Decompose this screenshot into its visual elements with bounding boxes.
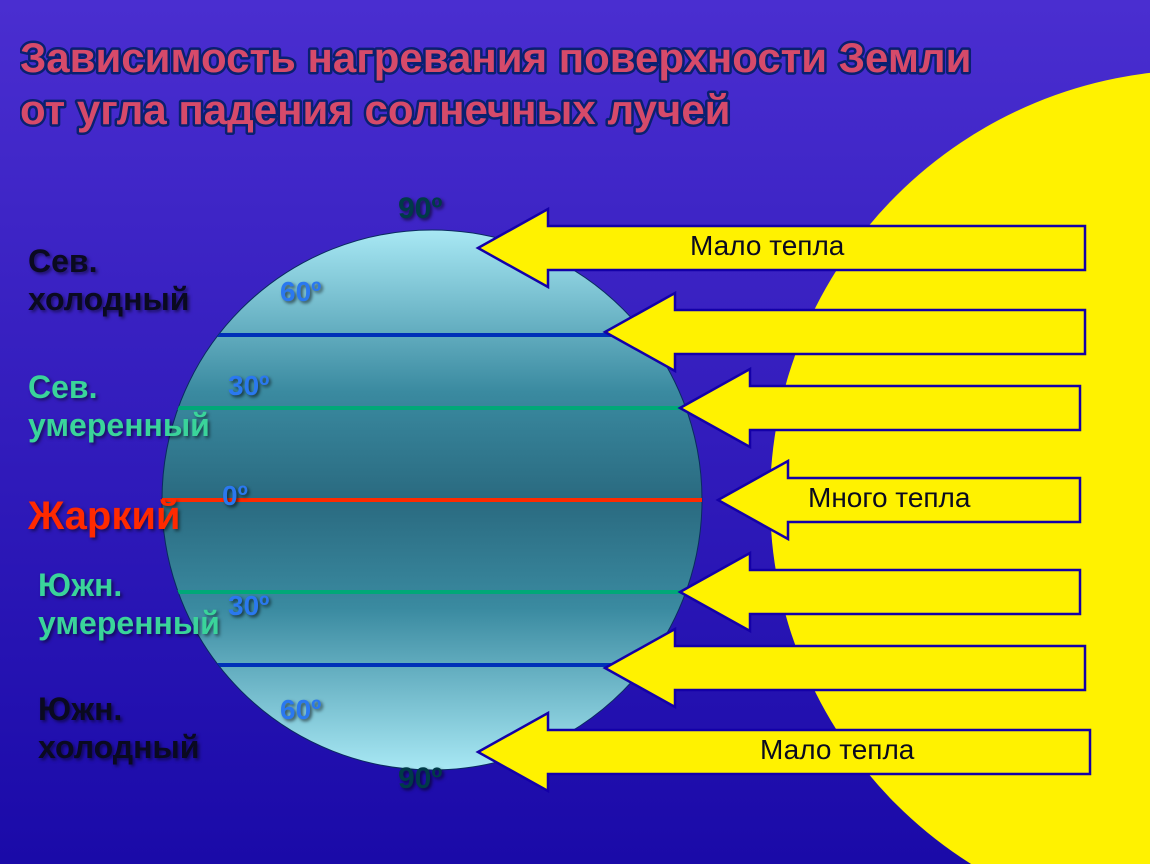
- arrow-heat-label: Много тепла: [808, 482, 970, 514]
- solar-ray-arrow: [680, 553, 1080, 631]
- solar-ray-arrow: [605, 629, 1085, 707]
- degree-label: 0º: [222, 480, 248, 512]
- degree-label: 60º: [280, 276, 321, 308]
- solar-ray-arrow: [680, 369, 1080, 447]
- diagram-root: Зависимость нагревания поверхности Земли…: [0, 0, 1150, 864]
- arrow-heat-label: Мало тепла: [690, 230, 844, 262]
- svg-text:Зависимость нагревания поверхн: Зависимость нагревания поверхности Земли: [20, 34, 971, 81]
- climate-zone-label: Южн.умеренный: [38, 566, 220, 643]
- degree-label: 30º: [228, 370, 269, 402]
- arrow-heat-label: Мало тепла: [760, 734, 914, 766]
- climate-zone-label: Сев.умеренный: [28, 368, 210, 445]
- pole-degree-label: 90º: [398, 762, 442, 796]
- degree-label: 60º: [280, 694, 321, 726]
- climate-zone-label: Сев.холодный: [28, 242, 189, 319]
- climate-zone-label: Южн.холодный: [38, 690, 199, 767]
- svg-text:от угла падения солнечных луче: от угла падения солнечных лучей: [20, 86, 731, 133]
- degree-label: 30º: [228, 590, 269, 622]
- pole-degree-label: 90º: [398, 192, 442, 226]
- solar-ray-arrow: [605, 293, 1085, 371]
- climate-zone-label: Жаркий: [28, 492, 181, 540]
